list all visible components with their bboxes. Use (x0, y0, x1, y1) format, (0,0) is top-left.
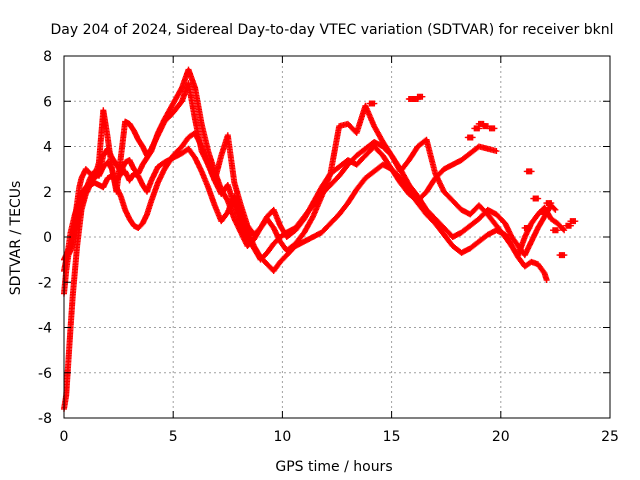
data-point (543, 276, 550, 283)
data-point (554, 227, 561, 234)
data-point (552, 206, 559, 213)
data-point (561, 252, 568, 259)
data-point (535, 195, 542, 202)
data-point (572, 218, 579, 225)
tick-labels: 0 5 10 15 20 25 -8 -6 -4 -2 0 2 4 6 8 (38, 49, 619, 445)
data-point (528, 168, 535, 175)
y-tick-label: -2 (38, 275, 52, 291)
axis-ticks (63, 55, 611, 419)
data-point (541, 209, 548, 216)
data-point (560, 226, 567, 233)
x-tick-label: 15 (383, 429, 401, 445)
chart-title: Day 204 of 2024, Sidereal Day-to-day VTE… (51, 22, 614, 38)
data-point (371, 100, 378, 107)
data-point (469, 134, 476, 141)
data-point (493, 148, 500, 155)
y-tick-label: 0 (43, 230, 52, 246)
y-tick-label: 8 (43, 49, 52, 65)
x-tick-label: 5 (169, 429, 178, 445)
y-tick-label: -8 (38, 411, 52, 427)
x-tick-label: 25 (601, 429, 619, 445)
data-point (419, 93, 426, 100)
y-tick-label: -6 (38, 366, 52, 382)
data-point (491, 125, 498, 132)
grid-lines (64, 56, 610, 418)
y-tick-label: 4 (43, 140, 52, 156)
data-point (548, 200, 555, 207)
y-tick-label: 2 (43, 185, 52, 201)
x-tick-label: 20 (492, 429, 510, 445)
x-tick-label: 10 (273, 429, 291, 445)
data-point (551, 205, 558, 212)
y-axis-label: SDTVAR / TECUs (8, 181, 24, 296)
data-point (526, 224, 533, 231)
y-tick-label: 6 (43, 94, 52, 110)
data-point (561, 227, 568, 234)
y-tick-label: -4 (38, 321, 52, 337)
data-series (61, 66, 579, 412)
x-axis-label: GPS time / hours (275, 459, 392, 475)
x-tick-label: 0 (60, 429, 69, 445)
